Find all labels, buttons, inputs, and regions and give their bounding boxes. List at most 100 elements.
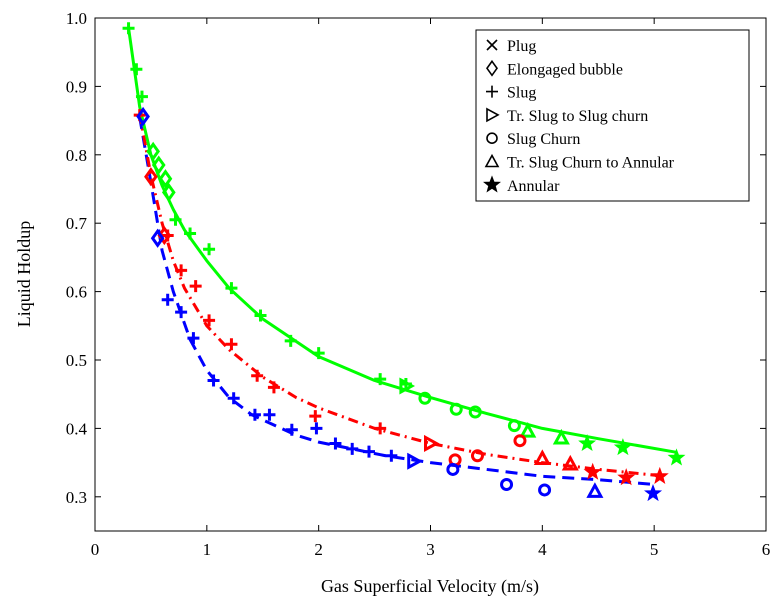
legend-label: Tr. Slug to Slug churn [507, 108, 648, 125]
x-axis-label: Gas Superficial Velocity (m/s) [321, 576, 539, 597]
legend-label: Tr. Slug Churn to Annular [507, 155, 675, 172]
data-point-circle [468, 405, 482, 419]
fit-curve [138, 113, 666, 478]
data-point-diamond [146, 141, 160, 161]
data-point-star [613, 438, 632, 456]
fit-curve [138, 116, 655, 486]
data-point-star [617, 468, 636, 486]
data-point-star [644, 483, 663, 502]
legend-marker-triangle-right [486, 107, 500, 123]
data-point-plus [385, 449, 398, 462]
data-point-triangle-right [407, 452, 423, 470]
legend-marker-circle [486, 132, 498, 144]
data-point-diamond [136, 106, 150, 127]
data-point-plus [374, 373, 387, 386]
data-point-triangle-right [424, 434, 440, 452]
data-point-plus [310, 422, 323, 435]
data-point-star [578, 433, 597, 452]
data-point-triangle-up [586, 482, 604, 498]
x-tick-label: 5 [650, 540, 659, 559]
legend-label: Slug [507, 85, 536, 102]
data-point-plus [329, 437, 342, 450]
data-point-plus [312, 347, 325, 360]
data-point-plus [169, 213, 182, 226]
x-tick-label: 0 [91, 540, 100, 559]
y-tick-label: 0.9 [66, 77, 87, 96]
data-point-plus [309, 410, 322, 423]
data-point-plus [122, 22, 135, 35]
legend-marker-x [486, 39, 498, 51]
data-point-diamond [158, 169, 173, 189]
data-point-plus [207, 374, 220, 387]
data-point-star [667, 448, 686, 466]
data-point-plus [175, 306, 188, 319]
data-point-circle [513, 434, 527, 448]
data-markers [122, 22, 686, 502]
data-point-triangle-up [533, 449, 551, 465]
x-tick-label: 2 [314, 540, 323, 559]
data-point-plus [187, 332, 200, 345]
legend-label: Annular [507, 178, 560, 195]
legend-label: Plug [507, 38, 536, 55]
x-tick-label: 6 [762, 540, 771, 559]
legend-box [475, 29, 750, 202]
legend-label: Elongaged bubble [507, 61, 623, 78]
data-point-circle [446, 462, 460, 476]
data-point-plus [225, 282, 238, 295]
data-point-diamond [144, 167, 158, 187]
data-point-plus [251, 369, 264, 382]
data-point-plus [346, 442, 359, 455]
data-point-diamond [150, 228, 165, 248]
data-point-circle [449, 402, 463, 416]
data-point-plus [203, 314, 216, 327]
data-point-star [650, 466, 669, 484]
y-tick-label: 0.7 [66, 214, 88, 233]
legend: Plug Elongaged bubble Slug Tr. Slug to Slug… [475, 29, 750, 202]
data-point-diamond [151, 155, 166, 175]
legend-marker-star [483, 175, 501, 193]
y-axis-label: Liquid Holdup [14, 221, 34, 328]
data-point-plus [161, 293, 174, 306]
x-tick-label: 3 [426, 540, 435, 559]
data-point-plus [374, 422, 387, 435]
data-point-plus [284, 334, 297, 347]
data-point-circle [507, 419, 521, 433]
data-point-plus [254, 309, 267, 322]
data-point-star [583, 462, 602, 480]
data-point-plus [227, 392, 240, 405]
legend-marker-diamond [486, 59, 498, 77]
data-point-triangle-up [519, 422, 537, 438]
data-point-triangle-right [399, 377, 416, 395]
data-point-diamond [161, 182, 176, 203]
data-point-triangle-up [552, 428, 570, 445]
x-tick-label: 1 [203, 540, 212, 559]
data-point-plus [175, 264, 188, 277]
data-point-plus [184, 227, 197, 240]
y-tick-label: 0.3 [66, 488, 87, 507]
data-point-circle [538, 483, 552, 497]
y-tick-label: 0.5 [66, 351, 87, 370]
data-point-plus [267, 381, 280, 394]
data-point-plus [362, 445, 375, 458]
data-point-plus [203, 243, 216, 256]
y-axis-ticks: 0.3 0.4 0.5 0.6 0.7 0.8 0.9 1.0 [66, 9, 766, 507]
data-point-triangle-up [561, 454, 579, 471]
x-axis-ticks: 0 1 2 3 4 5 6 [91, 18, 771, 559]
y-tick-label: 1.0 [66, 9, 87, 28]
y-tick-label: 0.4 [66, 419, 88, 438]
data-point-plus [225, 338, 238, 351]
y-tick-label: 0.8 [66, 146, 87, 165]
data-point-plus [189, 280, 202, 293]
data-point-diamond [157, 225, 172, 246]
legend-marker-plus [486, 85, 498, 98]
data-point-circle [418, 391, 432, 405]
data-point-plus [248, 408, 261, 421]
x-tick-label: 4 [538, 540, 547, 559]
y-tick-label: 0.6 [66, 283, 87, 302]
data-point-plus [285, 423, 298, 436]
data-point-plus [263, 408, 276, 421]
legend-marker-triangle-up [484, 153, 500, 168]
data-point-circle [470, 449, 484, 463]
legend-label: Slug Churn [507, 131, 580, 148]
